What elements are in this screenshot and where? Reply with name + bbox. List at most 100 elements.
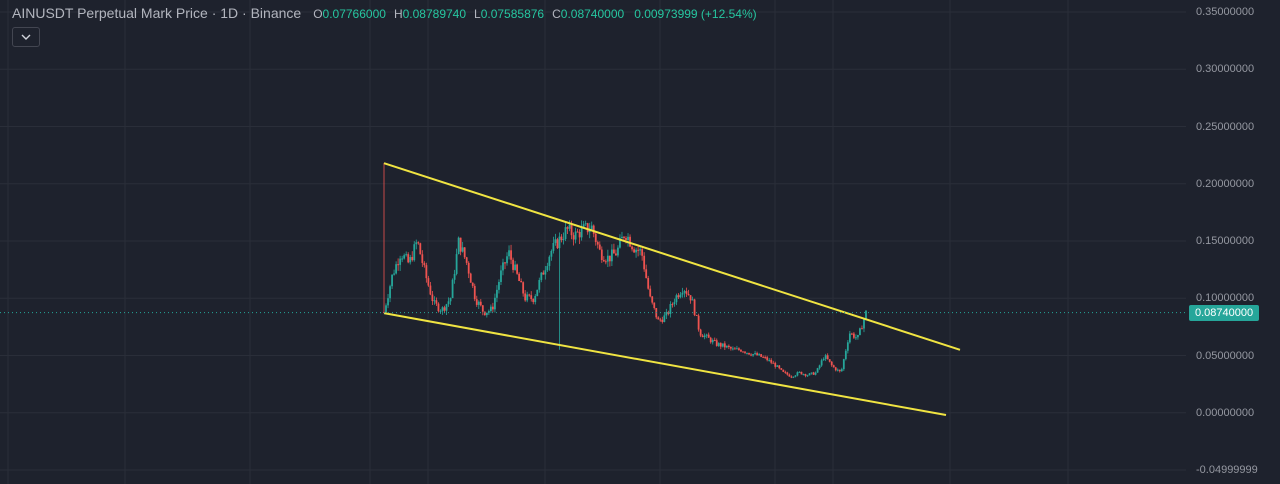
lower-trendline[interactable] xyxy=(383,312,947,417)
candle-body xyxy=(729,346,732,349)
candle-body xyxy=(857,334,859,338)
high-value: 0.08789740 xyxy=(402,7,467,21)
candle-body xyxy=(709,337,712,343)
candle-body xyxy=(812,372,815,375)
candle-body xyxy=(754,353,756,355)
candle-body xyxy=(855,337,857,339)
candle-body xyxy=(748,352,750,355)
candle-body xyxy=(463,247,466,258)
candle-body xyxy=(439,310,442,312)
candle-body xyxy=(647,277,650,289)
candle-body xyxy=(592,225,595,234)
close-label: C xyxy=(552,7,561,21)
candle-body xyxy=(588,230,591,233)
price-axis-tick-label: 0.00000000 xyxy=(1196,406,1255,419)
candle-body xyxy=(713,340,716,342)
candle-body xyxy=(401,258,404,260)
low-label: L xyxy=(474,7,481,21)
candle-body xyxy=(619,238,621,248)
candle-body xyxy=(635,249,637,253)
candle-body xyxy=(451,279,454,299)
candle-body xyxy=(489,306,492,312)
candle-body xyxy=(770,359,773,363)
upper-trendline[interactable] xyxy=(383,162,961,351)
candle-body xyxy=(768,359,771,361)
candle-body xyxy=(859,328,861,335)
candle-body xyxy=(437,303,440,312)
candle-body xyxy=(814,372,817,375)
candle-body xyxy=(723,343,726,348)
candle-body xyxy=(802,374,805,376)
candle-body xyxy=(443,307,446,311)
candle-body xyxy=(701,335,704,338)
candle-body xyxy=(485,312,488,316)
candle-body xyxy=(429,285,432,295)
candle-body xyxy=(419,243,422,255)
candle-body xyxy=(665,311,668,316)
candle-body xyxy=(738,348,740,350)
candle-body xyxy=(725,345,728,348)
candle-body xyxy=(772,362,775,364)
price-axis-tick-label: -0.04999999 xyxy=(1196,464,1258,476)
price-axis-tick-label: 0.05000000 xyxy=(1196,349,1255,362)
candle-body xyxy=(399,258,402,265)
candle-body xyxy=(756,353,758,356)
candle-body xyxy=(385,305,387,313)
candle-body xyxy=(433,300,436,302)
candle-body xyxy=(508,250,510,257)
candle-body xyxy=(719,343,722,347)
candle-body xyxy=(631,246,633,250)
candle-body xyxy=(538,280,541,290)
candle-body xyxy=(568,224,571,229)
change-value: 0.00973999 (+12.54%) xyxy=(634,7,757,21)
candle-body xyxy=(834,367,837,371)
candle-body xyxy=(711,340,714,343)
candle-body xyxy=(641,249,644,256)
candle-body xyxy=(584,223,587,225)
chevron-down-icon xyxy=(21,34,31,40)
candle-body xyxy=(447,301,450,305)
candle-body xyxy=(832,365,835,368)
candle-body xyxy=(721,343,724,347)
candle-body xyxy=(782,369,785,372)
candle-body xyxy=(540,272,543,281)
candle-body xyxy=(863,319,865,329)
candle-body xyxy=(473,285,476,300)
candle-body xyxy=(405,254,408,256)
candle-body xyxy=(669,304,672,314)
candle-body xyxy=(800,371,803,375)
candle-body xyxy=(786,372,789,375)
candle-body xyxy=(552,242,555,251)
candle-body xyxy=(455,254,458,274)
candle-body xyxy=(818,365,821,369)
candle-body xyxy=(828,359,831,362)
candle-body xyxy=(643,255,646,270)
candle-body xyxy=(518,273,521,281)
candle-body xyxy=(498,281,500,290)
candle-body xyxy=(492,306,494,310)
candle-body xyxy=(528,294,531,296)
candle-body xyxy=(798,371,801,373)
legend-toggle-button[interactable] xyxy=(12,27,40,47)
high-label: H xyxy=(393,7,403,21)
candle-body xyxy=(522,282,525,294)
trendlines[interactable] xyxy=(383,162,961,417)
candle-body xyxy=(727,345,730,347)
price-axis-tick-label: 0.10000000 xyxy=(1196,292,1255,305)
candle-body xyxy=(441,307,444,311)
candle-body xyxy=(731,348,734,350)
candle-body xyxy=(820,360,823,366)
candle-body xyxy=(556,239,559,249)
candle-body xyxy=(613,249,615,254)
price-axis-tick-label: 0.35000000 xyxy=(1196,6,1255,18)
candle-body xyxy=(760,354,763,357)
candle-body xyxy=(475,299,478,305)
price-axis-tick-label: 0.30000000 xyxy=(1196,63,1255,76)
candle-body xyxy=(796,372,799,376)
candle-body xyxy=(659,319,662,321)
candle-body xyxy=(848,333,851,343)
candle-body xyxy=(586,223,589,233)
candle-body xyxy=(471,282,474,286)
candle-body xyxy=(393,273,395,275)
